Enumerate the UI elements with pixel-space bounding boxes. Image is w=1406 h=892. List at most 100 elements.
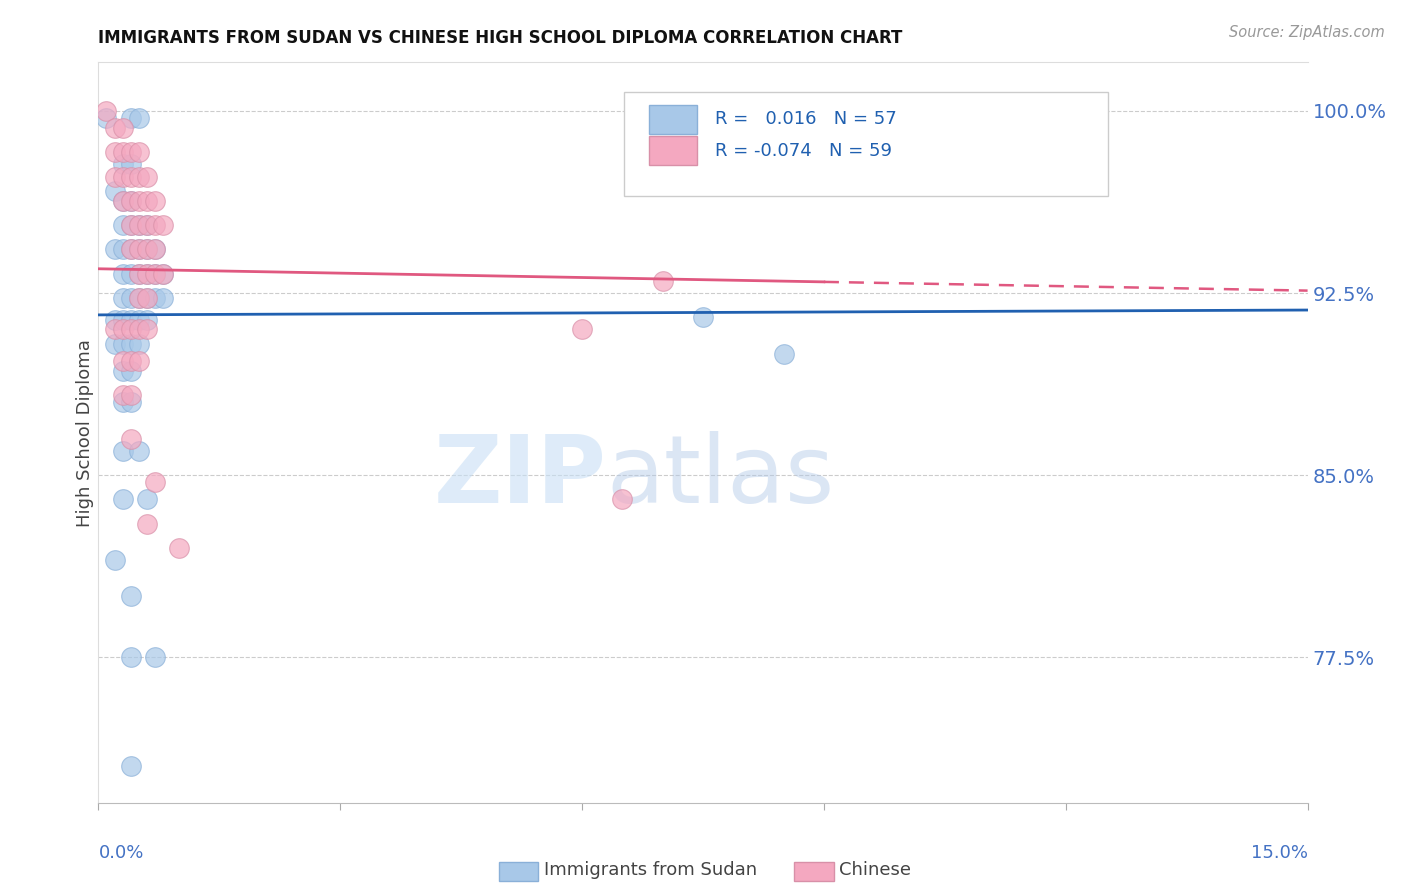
Point [111, 291, 134, 305]
Point [143, 267, 166, 281]
Point [135, 243, 157, 257]
Point [651, 274, 673, 288]
Text: Immigrants from Sudan: Immigrants from Sudan [544, 861, 758, 879]
Point [111, 388, 134, 402]
Point [103, 169, 125, 184]
Point [120, 169, 142, 184]
Point [120, 354, 142, 368]
Point [135, 218, 157, 232]
Point [128, 243, 150, 257]
Point [135, 169, 157, 184]
Point [111, 194, 134, 208]
Point [111, 492, 134, 507]
Point [128, 194, 150, 208]
Point [120, 337, 142, 351]
Point [111, 145, 134, 160]
Point [152, 218, 174, 232]
Point [128, 169, 150, 184]
Text: ZIP: ZIP [433, 431, 606, 523]
Point [128, 145, 150, 160]
Point [128, 354, 150, 368]
Point [120, 243, 142, 257]
Point [128, 322, 150, 336]
Point [167, 541, 190, 555]
Point [120, 145, 142, 160]
Point [103, 243, 125, 257]
Point [111, 218, 134, 232]
Point [120, 650, 142, 665]
Point [111, 354, 134, 368]
Point [772, 347, 794, 361]
Point [128, 112, 150, 126]
Point [128, 312, 150, 326]
Point [103, 553, 125, 567]
FancyBboxPatch shape [648, 105, 697, 134]
Point [111, 337, 134, 351]
Point [128, 218, 150, 232]
Point [135, 312, 157, 326]
Point [143, 194, 166, 208]
Point [120, 291, 142, 305]
Point [612, 492, 634, 507]
Point [135, 194, 157, 208]
Point [111, 267, 134, 281]
Point [135, 492, 157, 507]
Point [120, 218, 142, 232]
Point [571, 322, 593, 336]
Point [120, 395, 142, 409]
Point [120, 759, 142, 773]
Text: atlas: atlas [606, 431, 835, 523]
Point [103, 145, 125, 160]
Point [135, 243, 157, 257]
Point [143, 243, 166, 257]
Point [143, 267, 166, 281]
Point [120, 590, 142, 604]
Point [120, 194, 142, 208]
Point [152, 291, 174, 305]
Point [128, 267, 150, 281]
Point [692, 310, 714, 325]
Point [103, 322, 125, 336]
Point [143, 650, 166, 665]
Text: 0.0%: 0.0% [98, 844, 143, 862]
Point [120, 157, 142, 171]
Point [135, 267, 157, 281]
Point [128, 337, 150, 351]
Point [152, 267, 174, 281]
Point [120, 364, 142, 378]
Text: Source: ZipAtlas.com: Source: ZipAtlas.com [1229, 25, 1385, 40]
Point [111, 395, 134, 409]
Point [111, 312, 134, 326]
Point [111, 322, 134, 336]
Y-axis label: High School Diploma: High School Diploma [76, 339, 94, 526]
Point [143, 475, 166, 490]
Text: R =   0.016   N = 57: R = 0.016 N = 57 [716, 111, 897, 128]
Point [135, 291, 157, 305]
Point [128, 291, 150, 305]
Point [128, 443, 150, 458]
Point [135, 322, 157, 336]
Point [135, 267, 157, 281]
Text: IMMIGRANTS FROM SUDAN VS CHINESE HIGH SCHOOL DIPLOMA CORRELATION CHART: IMMIGRANTS FROM SUDAN VS CHINESE HIGH SC… [98, 29, 903, 47]
Text: R = -0.074   N = 59: R = -0.074 N = 59 [716, 142, 891, 160]
Point [120, 322, 142, 336]
Point [111, 157, 134, 171]
Point [120, 432, 142, 446]
Point [120, 194, 142, 208]
FancyBboxPatch shape [624, 92, 1108, 195]
Point [103, 120, 125, 135]
Point [103, 312, 125, 326]
Point [111, 243, 134, 257]
FancyBboxPatch shape [648, 136, 697, 165]
Point [111, 169, 134, 184]
Point [120, 112, 142, 126]
Point [143, 218, 166, 232]
Point [111, 194, 134, 208]
Point [111, 443, 134, 458]
Point [96, 112, 118, 126]
Point [120, 312, 142, 326]
Point [120, 267, 142, 281]
Point [103, 184, 125, 198]
Point [135, 291, 157, 305]
Point [135, 516, 157, 531]
